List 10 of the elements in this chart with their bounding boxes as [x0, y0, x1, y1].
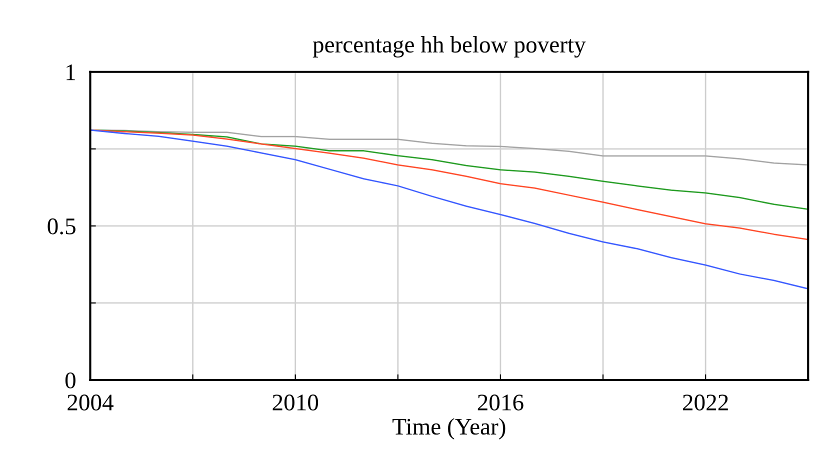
x-tick-label: 2010	[272, 394, 318, 410]
y-tick-label: 0.5	[48, 218, 76, 234]
y-tick-label: 1	[66, 64, 75, 80]
x-tick-label: 2016	[478, 394, 524, 410]
x-axis-title: Time (Year)	[392, 418, 506, 440]
y-tick-label: 0	[65, 372, 76, 388]
line-series	[90, 129, 808, 290]
chart-title: percentage hh below poverty	[312, 36, 586, 58]
x-tick-label: 2022	[682, 394, 728, 410]
x-tick-label: 2004	[68, 394, 114, 410]
